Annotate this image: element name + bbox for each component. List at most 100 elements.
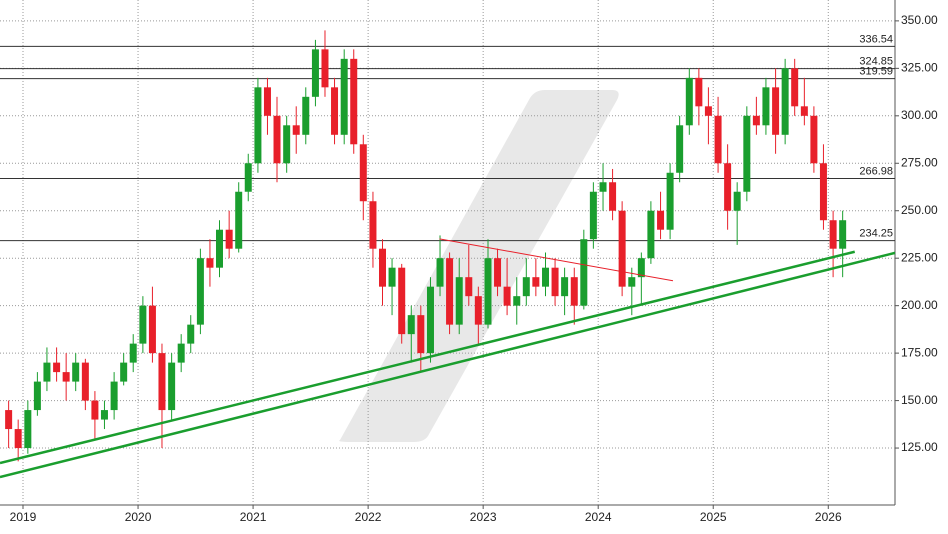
candle-body bbox=[589, 191, 597, 240]
candle-body bbox=[340, 58, 348, 135]
candle-body bbox=[14, 429, 22, 449]
candle-body bbox=[542, 267, 550, 287]
y-tick-label: 225.00 bbox=[901, 250, 938, 264]
candle-body bbox=[263, 87, 271, 116]
x-tick-label: 2019 bbox=[10, 510, 37, 524]
candle-body bbox=[436, 258, 444, 287]
candle-body bbox=[618, 210, 626, 287]
candle-body bbox=[350, 58, 358, 145]
candle-body bbox=[551, 267, 559, 297]
x-tick-label: 2022 bbox=[355, 510, 382, 524]
y-tick-label: 250.00 bbox=[901, 203, 938, 217]
level-label: 324.85 bbox=[859, 56, 893, 68]
candle-body bbox=[53, 362, 61, 373]
candle-body bbox=[762, 87, 770, 126]
candle-body bbox=[733, 191, 741, 211]
candle-body bbox=[158, 353, 166, 411]
candle-body bbox=[532, 277, 540, 287]
candle-body bbox=[829, 220, 837, 249]
candle-body bbox=[139, 305, 147, 344]
candle-body bbox=[225, 229, 233, 249]
candle-body bbox=[110, 381, 118, 411]
candle-body bbox=[676, 125, 684, 173]
y-tick-label: 175.00 bbox=[901, 345, 938, 359]
y-tick-label: 300.00 bbox=[901, 108, 938, 122]
x-tick-label: 2023 bbox=[470, 510, 497, 524]
x-tick-label: 2025 bbox=[700, 510, 727, 524]
x-tick-label: 2024 bbox=[585, 510, 612, 524]
candle-body bbox=[379, 248, 387, 287]
trend-line bbox=[0, 250, 856, 465]
candle-body bbox=[781, 68, 789, 135]
level-label: 336.54 bbox=[859, 33, 893, 45]
candle-body bbox=[177, 343, 185, 363]
candle-body bbox=[647, 210, 655, 259]
candle-body bbox=[24, 410, 32, 449]
candle-body bbox=[120, 362, 128, 382]
candle-body bbox=[244, 163, 252, 192]
candle-body bbox=[724, 163, 732, 211]
candle-body bbox=[455, 277, 463, 325]
candle-body bbox=[772, 87, 780, 135]
x-tick-label: 2026 bbox=[815, 510, 842, 524]
trend-line bbox=[439, 238, 674, 282]
candle-body bbox=[465, 277, 473, 297]
candle-body bbox=[704, 106, 712, 116]
candle-body bbox=[148, 305, 156, 354]
candle-body bbox=[417, 315, 425, 354]
candle-body bbox=[657, 210, 665, 230]
candle-body bbox=[494, 258, 502, 287]
candle-body bbox=[819, 163, 827, 221]
candle-body bbox=[206, 258, 214, 268]
candle-body bbox=[33, 381, 41, 411]
candle-body bbox=[628, 277, 636, 287]
candle-body bbox=[484, 258, 492, 325]
candle-body bbox=[187, 324, 195, 344]
candle-body bbox=[791, 68, 799, 107]
candle-body bbox=[311, 49, 319, 97]
candle-body bbox=[62, 372, 70, 382]
candle-body bbox=[168, 362, 176, 411]
candle-body bbox=[685, 77, 693, 126]
candle-body bbox=[800, 106, 808, 116]
level-label: 266.98 bbox=[859, 165, 893, 177]
candle-body bbox=[369, 201, 377, 249]
candle-body bbox=[570, 277, 578, 306]
candle-body bbox=[254, 87, 262, 164]
candle-body bbox=[743, 115, 751, 192]
candle-body bbox=[292, 125, 300, 135]
candle-body bbox=[129, 343, 137, 363]
candle-body bbox=[714, 115, 722, 164]
candle-body bbox=[426, 286, 434, 354]
candle-body bbox=[407, 315, 415, 335]
x-tick-label: 2020 bbox=[125, 510, 152, 524]
candle-body bbox=[810, 115, 818, 164]
candle-body bbox=[273, 115, 281, 164]
candle-body bbox=[666, 172, 674, 230]
candle-body bbox=[839, 220, 847, 249]
candle-body bbox=[446, 258, 454, 325]
candle-body bbox=[321, 49, 329, 88]
y-tick-label: 325.00 bbox=[901, 61, 938, 75]
y-tick-label: 150.00 bbox=[901, 393, 938, 407]
candle-body bbox=[561, 277, 569, 297]
candle-body bbox=[513, 296, 521, 306]
candle-body bbox=[752, 115, 760, 126]
y-tick-label: 125.00 bbox=[901, 440, 938, 454]
candle-body bbox=[580, 239, 588, 306]
x-tick-label: 2021 bbox=[240, 510, 267, 524]
candle-body bbox=[235, 191, 243, 249]
candle-body bbox=[359, 144, 367, 202]
candle-body bbox=[599, 182, 607, 192]
candle-body bbox=[81, 362, 89, 401]
candle-body bbox=[695, 77, 703, 107]
level-label: 234.25 bbox=[859, 228, 893, 240]
y-tick-label: 275.00 bbox=[901, 155, 938, 169]
candle-body bbox=[503, 286, 511, 306]
y-tick-label: 350.00 bbox=[901, 13, 938, 27]
candle-body bbox=[637, 258, 645, 278]
candle-body bbox=[302, 96, 310, 135]
candle-body bbox=[43, 362, 51, 382]
candle-body bbox=[474, 296, 482, 325]
